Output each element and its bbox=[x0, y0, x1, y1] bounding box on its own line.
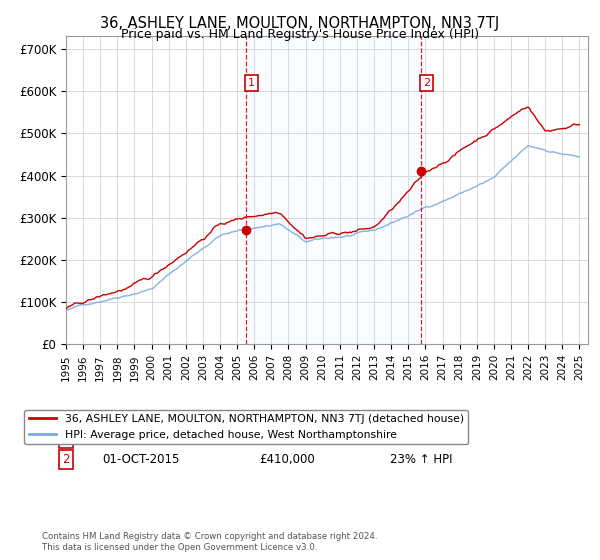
Legend: 36, ASHLEY LANE, MOULTON, NORTHAMPTON, NN3 7TJ (detached house), HPI: Average pr: 36, ASHLEY LANE, MOULTON, NORTHAMPTON, N… bbox=[25, 410, 468, 444]
Text: 6% ↑ HPI: 6% ↑ HPI bbox=[389, 432, 445, 445]
Text: 36, ASHLEY LANE, MOULTON, NORTHAMPTON, NN3 7TJ: 36, ASHLEY LANE, MOULTON, NORTHAMPTON, N… bbox=[100, 16, 500, 31]
Text: Price paid vs. HM Land Registry's House Price Index (HPI): Price paid vs. HM Land Registry's House … bbox=[121, 28, 479, 41]
Text: 2: 2 bbox=[62, 454, 70, 466]
Text: 2: 2 bbox=[423, 78, 430, 88]
Bar bbox=[246, 36, 421, 344]
Text: 1: 1 bbox=[62, 432, 70, 445]
Text: Contains HM Land Registry data © Crown copyright and database right 2024.
This d: Contains HM Land Registry data © Crown c… bbox=[42, 532, 377, 552]
Text: £410,000: £410,000 bbox=[259, 454, 315, 466]
Text: £270,000: £270,000 bbox=[259, 432, 315, 445]
Text: 1: 1 bbox=[248, 78, 255, 88]
Text: 01-OCT-2015: 01-OCT-2015 bbox=[103, 454, 180, 466]
Text: 23% ↑ HPI: 23% ↑ HPI bbox=[389, 454, 452, 466]
Text: 11-JUL-2005: 11-JUL-2005 bbox=[103, 432, 175, 445]
